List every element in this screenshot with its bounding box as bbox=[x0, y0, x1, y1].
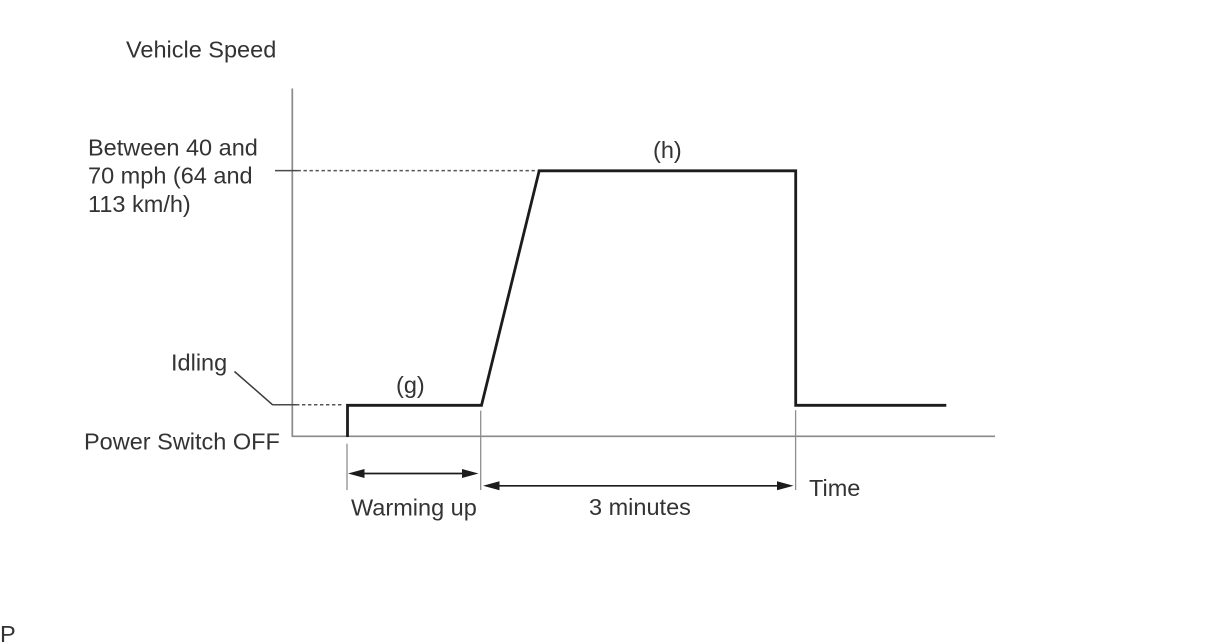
svg-text:P: P bbox=[0, 621, 16, 644]
svg-text:Between 40 and: Between 40 and bbox=[88, 135, 258, 161]
svg-text:Idling: Idling bbox=[171, 350, 227, 376]
svg-text:70 mph (64 and: 70 mph (64 and bbox=[88, 163, 253, 189]
svg-text:Time: Time bbox=[809, 475, 860, 501]
svg-text:Warming up: Warming up bbox=[351, 495, 477, 521]
svg-text:Vehicle Speed: Vehicle Speed bbox=[126, 37, 276, 63]
svg-text:Power Switch OFF: Power Switch OFF bbox=[84, 429, 280, 455]
svg-text:113 km/h): 113 km/h) bbox=[88, 191, 191, 217]
svg-text:(h): (h) bbox=[653, 137, 682, 163]
svg-text:3 minutes: 3 minutes bbox=[589, 494, 691, 520]
svg-text:(g): (g) bbox=[396, 372, 425, 398]
